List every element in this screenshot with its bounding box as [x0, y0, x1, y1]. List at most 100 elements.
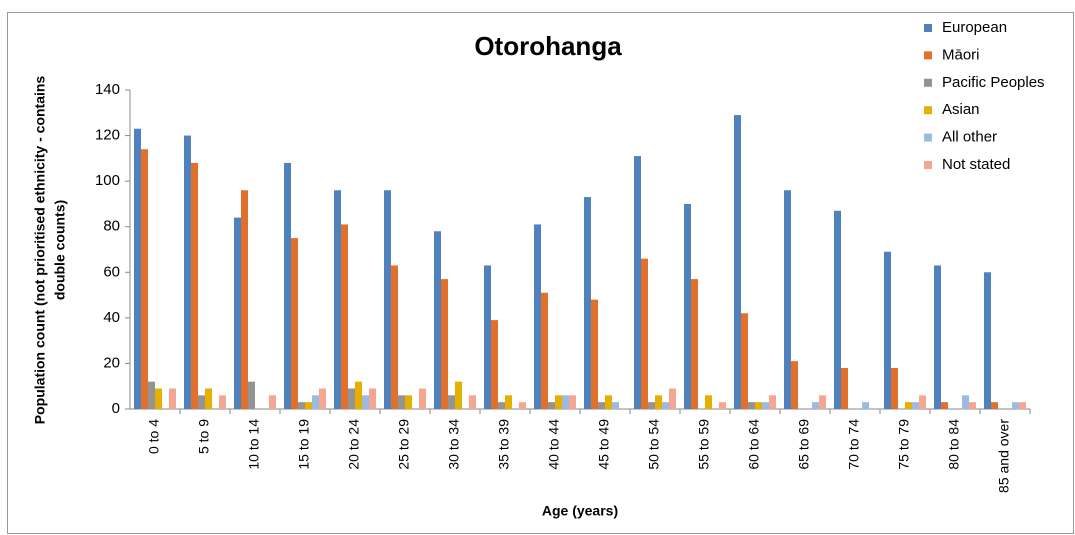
bar [555, 395, 562, 409]
legend-label: Māori [942, 46, 980, 63]
bar [919, 395, 926, 409]
x-axis-title: Age (years) [542, 503, 618, 519]
bar [319, 388, 326, 409]
y-tick-label: 20 [103, 354, 120, 371]
bar [991, 402, 998, 409]
bar [819, 395, 826, 409]
bar [884, 251, 891, 409]
legend-label: Not stated [942, 156, 1010, 173]
x-tick-label: 80 to 84 [946, 419, 962, 470]
bar [612, 402, 619, 409]
bar [655, 395, 662, 409]
legend-swatch [924, 78, 932, 87]
bar [605, 395, 612, 409]
bar [598, 402, 605, 409]
bar [334, 190, 341, 409]
x-tick-label: 50 to 54 [646, 419, 662, 470]
x-tick-label: 70 to 74 [846, 419, 862, 470]
chart-title: Otorohanga [474, 31, 622, 61]
x-tick-label: 45 to 49 [596, 419, 612, 470]
y-tick-label: 0 [112, 400, 120, 417]
legend-label: All other [942, 129, 997, 146]
bar [834, 210, 841, 409]
bar [548, 402, 555, 409]
bar [448, 395, 455, 409]
x-tick-label: 25 to 29 [396, 419, 412, 470]
bar [234, 217, 241, 409]
bar [405, 395, 412, 409]
y-tick-label: 140 [95, 81, 120, 98]
legend-label: Pacific Peoples [942, 74, 1045, 91]
x-tick-label: 5 to 9 [196, 419, 212, 454]
bar [419, 388, 426, 409]
bar [812, 402, 819, 409]
bar [719, 402, 726, 409]
bar [969, 402, 976, 409]
bar [241, 190, 248, 409]
bar [934, 265, 941, 409]
bar [348, 388, 355, 409]
bar [505, 395, 512, 409]
bar [184, 135, 191, 410]
bar [398, 395, 405, 409]
y-tick-label: 40 [103, 309, 120, 326]
bar [648, 402, 655, 409]
bar [298, 402, 305, 409]
x-tick-label: 35 to 39 [496, 419, 512, 470]
bar [591, 299, 598, 409]
bar [684, 203, 691, 409]
bar [384, 190, 391, 409]
bar [841, 367, 848, 409]
bar [134, 128, 141, 409]
bar [962, 395, 969, 409]
legend-label: European [942, 19, 1007, 36]
bar [734, 115, 741, 410]
bar [498, 402, 505, 409]
bar [155, 388, 162, 409]
x-tick-label: 55 to 59 [696, 419, 712, 470]
y-axis-title-line: Population count (not prioritised ethnic… [32, 76, 48, 425]
bar [455, 381, 462, 409]
bar [219, 395, 226, 409]
x-tick-label: 65 to 69 [796, 419, 812, 470]
bar [705, 395, 712, 409]
bar [441, 279, 448, 409]
x-tick-label: 60 to 64 [746, 419, 762, 470]
bar [434, 231, 441, 409]
bar [762, 402, 769, 409]
bar [691, 279, 698, 409]
bar [862, 402, 869, 409]
bar [484, 265, 491, 409]
bar [205, 388, 212, 409]
bar [248, 381, 255, 409]
bar [669, 388, 676, 409]
bar [198, 395, 205, 409]
bar [941, 402, 948, 409]
legend-swatch [924, 24, 932, 32]
x-tick-label: 30 to 34 [446, 419, 462, 470]
bar [369, 388, 376, 409]
bar [1012, 402, 1019, 409]
bar [191, 162, 198, 409]
bar [491, 320, 498, 409]
y-axis-title: Population count (not prioritised ethnic… [32, 76, 68, 425]
x-tick-label: 10 to 14 [246, 419, 262, 470]
bar [891, 367, 898, 409]
bar [984, 272, 991, 409]
bar [469, 395, 476, 409]
bar [519, 402, 526, 409]
bar [355, 381, 362, 409]
bar [634, 156, 641, 409]
bar [362, 395, 369, 409]
x-tick-label: 85 and over [996, 419, 1012, 493]
bar [141, 149, 148, 409]
bar [755, 402, 762, 409]
bar [748, 402, 755, 409]
legend-label: Asian [942, 101, 980, 118]
bar [169, 388, 176, 409]
legend-swatch [924, 161, 932, 169]
bar [584, 197, 591, 409]
legend-swatch [924, 106, 932, 115]
bar [148, 381, 155, 409]
